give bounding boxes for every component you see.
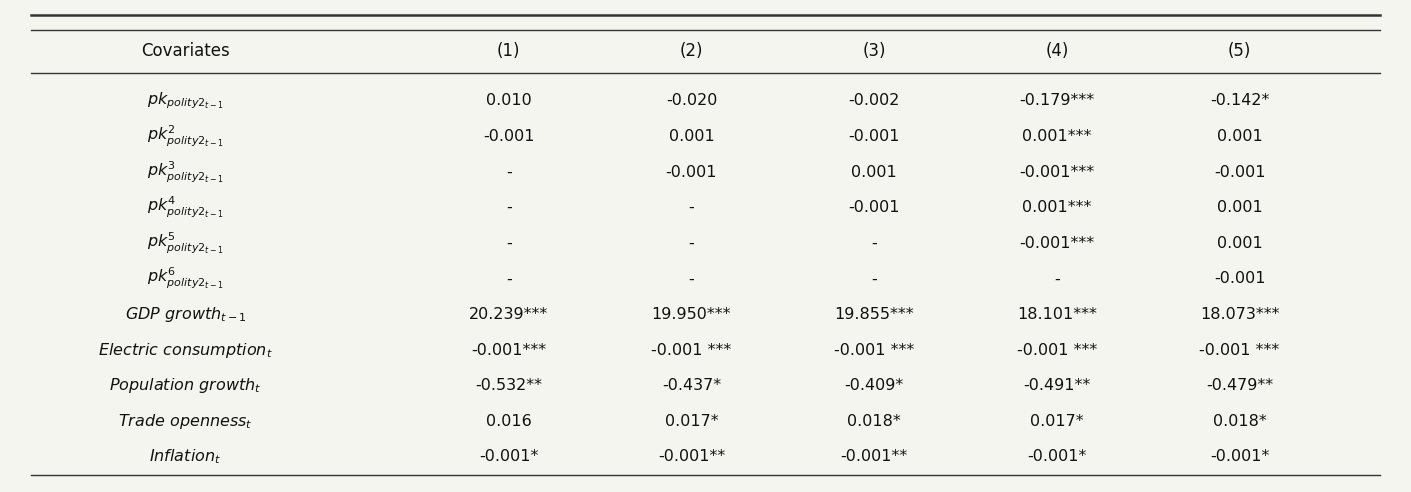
Text: -0.532**: -0.532** — [476, 378, 542, 393]
Text: -: - — [689, 200, 694, 215]
Text: -0.437*: -0.437* — [662, 378, 721, 393]
Text: $GDP\ growth_{t-1}$: $GDP\ growth_{t-1}$ — [124, 305, 247, 324]
Text: -0.001: -0.001 — [666, 164, 717, 180]
Text: -0.001: -0.001 — [1213, 271, 1266, 286]
Text: -0.001 ***: -0.001 *** — [1017, 342, 1096, 358]
Text: 0.001: 0.001 — [851, 164, 897, 180]
Text: Covariates: Covariates — [141, 42, 230, 61]
Text: 19.950***: 19.950*** — [652, 307, 731, 322]
Text: -0.001*: -0.001* — [480, 449, 539, 464]
Text: -: - — [1054, 271, 1060, 286]
Text: -0.001: -0.001 — [848, 129, 900, 144]
Text: -0.001*: -0.001* — [1027, 449, 1086, 464]
Text: $pk^{2}_{polity2_{t-1}}$: $pk^{2}_{polity2_{t-1}}$ — [147, 124, 224, 149]
Text: 20.239***: 20.239*** — [468, 307, 549, 322]
Text: $Population\ growth_{t}$: $Population\ growth_{t}$ — [109, 376, 262, 395]
Text: -0.001 ***: -0.001 *** — [1199, 342, 1280, 358]
Text: -0.001**: -0.001** — [841, 449, 907, 464]
Text: -0.179***: -0.179*** — [1019, 93, 1095, 108]
Text: -0.001**: -0.001** — [658, 449, 725, 464]
Text: -0.001 ***: -0.001 *** — [834, 342, 914, 358]
Text: -: - — [507, 271, 512, 286]
Text: $pk^{4}_{polity2_{t-1}}$: $pk^{4}_{polity2_{t-1}}$ — [147, 195, 224, 220]
Text: -0.491**: -0.491** — [1023, 378, 1091, 393]
Text: -0.001: -0.001 — [1213, 164, 1266, 180]
Text: 0.001: 0.001 — [1216, 129, 1263, 144]
Text: -0.002: -0.002 — [848, 93, 900, 108]
Text: -0.409*: -0.409* — [845, 378, 904, 393]
Text: 19.855***: 19.855*** — [834, 307, 914, 322]
Text: -: - — [689, 236, 694, 251]
Text: $Trade\ openness_{t}$: $Trade\ openness_{t}$ — [119, 412, 253, 430]
Text: $pk^{5}_{polity2_{t-1}}$: $pk^{5}_{polity2_{t-1}}$ — [147, 231, 224, 256]
Text: -0.479**: -0.479** — [1206, 378, 1273, 393]
Text: -0.142*: -0.142* — [1209, 93, 1270, 108]
Text: 0.001***: 0.001*** — [1022, 129, 1092, 144]
Text: -0.001***: -0.001*** — [1019, 164, 1095, 180]
Text: -: - — [871, 271, 878, 286]
Text: $pk_{polity2_{t-1}}$: $pk_{polity2_{t-1}}$ — [147, 91, 224, 111]
Text: -0.020: -0.020 — [666, 93, 717, 108]
Text: $pk^{6}_{polity2_{t-1}}$: $pk^{6}_{polity2_{t-1}}$ — [147, 266, 224, 291]
Text: 0.018*: 0.018* — [847, 414, 902, 429]
Text: 0.017*: 0.017* — [665, 414, 718, 429]
Text: 18.101***: 18.101*** — [1017, 307, 1096, 322]
Text: $pk^{3}_{polity2_{t-1}}$: $pk^{3}_{polity2_{t-1}}$ — [147, 159, 224, 184]
Text: (3): (3) — [862, 42, 886, 61]
Text: 0.010: 0.010 — [485, 93, 532, 108]
Text: 18.073***: 18.073*** — [1199, 307, 1280, 322]
Text: -: - — [507, 164, 512, 180]
Text: -: - — [689, 271, 694, 286]
Text: -: - — [871, 236, 878, 251]
Text: 0.001: 0.001 — [669, 129, 714, 144]
Text: $Inflation_{t}$: $Inflation_{t}$ — [150, 448, 222, 466]
Text: 0.001***: 0.001*** — [1022, 200, 1092, 215]
Text: 0.016: 0.016 — [485, 414, 532, 429]
Text: (4): (4) — [1046, 42, 1068, 61]
Text: -: - — [507, 200, 512, 215]
Text: 0.018*: 0.018* — [1212, 414, 1267, 429]
Text: -0.001: -0.001 — [848, 200, 900, 215]
Text: -: - — [507, 236, 512, 251]
Text: -0.001: -0.001 — [483, 129, 535, 144]
Text: $Electric\ consumption_{t}$: $Electric\ consumption_{t}$ — [99, 340, 272, 360]
Text: (2): (2) — [680, 42, 703, 61]
Text: -0.001*: -0.001* — [1209, 449, 1270, 464]
Text: 0.001: 0.001 — [1216, 200, 1263, 215]
Text: -0.001***: -0.001*** — [1019, 236, 1095, 251]
Text: 0.017*: 0.017* — [1030, 414, 1084, 429]
Text: (1): (1) — [497, 42, 521, 61]
Text: 0.001: 0.001 — [1216, 236, 1263, 251]
Text: -0.001 ***: -0.001 *** — [652, 342, 731, 358]
Text: -0.001***: -0.001*** — [471, 342, 546, 358]
Text: (5): (5) — [1228, 42, 1252, 61]
